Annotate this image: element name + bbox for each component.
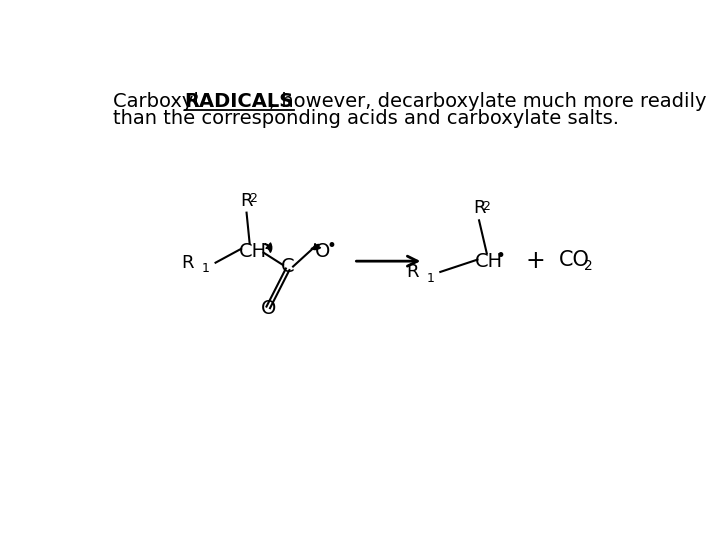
Text: O: O (315, 241, 330, 261)
Text: R: R (240, 192, 253, 210)
Text: CH: CH (475, 252, 503, 271)
Text: +: + (526, 249, 546, 273)
Text: O: O (261, 299, 276, 319)
Text: 2: 2 (482, 200, 490, 213)
Text: 1: 1 (426, 272, 434, 285)
Text: CH: CH (239, 241, 267, 261)
Text: CO: CO (559, 251, 590, 271)
Text: C: C (281, 257, 294, 276)
Text: R: R (474, 199, 486, 217)
FancyArrowPatch shape (311, 244, 320, 249)
Text: 2: 2 (585, 259, 593, 273)
Text: R: R (406, 263, 418, 281)
FancyArrowPatch shape (265, 243, 271, 252)
Text: •: • (326, 237, 336, 255)
Text: 2: 2 (249, 192, 257, 205)
Text: Carboxyl: Carboxyl (113, 92, 205, 111)
Text: 1: 1 (202, 262, 210, 275)
Text: , however, decarboxylate much more readily: , however, decarboxylate much more readi… (269, 92, 707, 111)
Text: than the corresponding acids and carboxylate salts.: than the corresponding acids and carboxy… (113, 109, 619, 127)
Text: •: • (495, 247, 505, 265)
Text: R: R (181, 254, 194, 272)
Text: RADICALS: RADICALS (184, 92, 294, 111)
